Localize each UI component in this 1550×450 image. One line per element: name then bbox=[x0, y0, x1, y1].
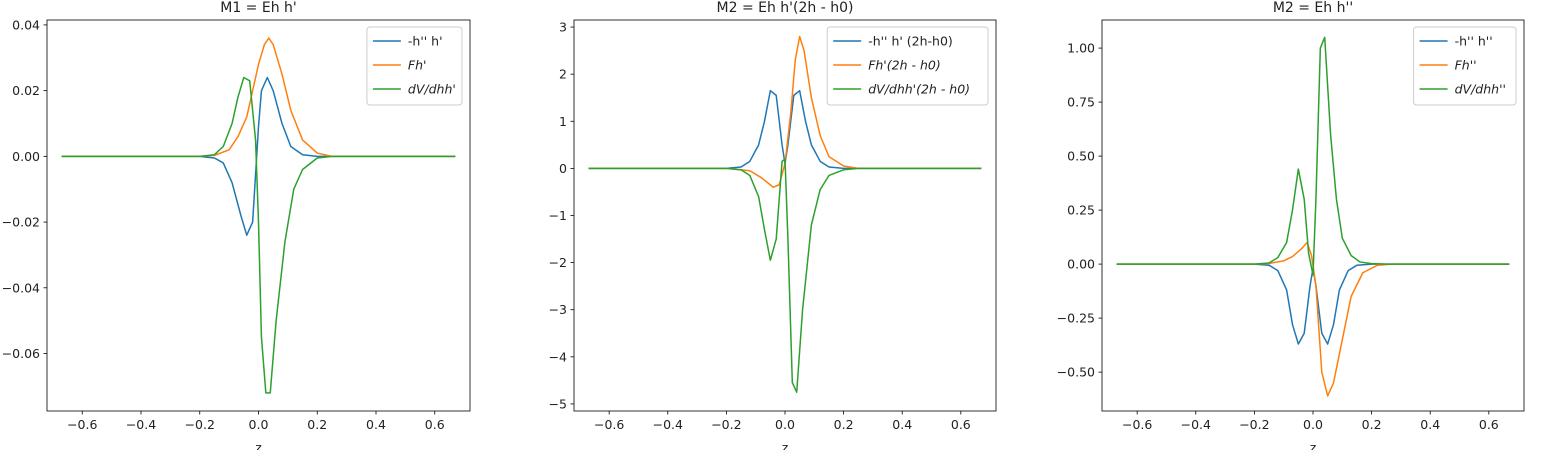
y-tick-label: 2 bbox=[559, 67, 567, 82]
y-tick-label: 1 bbox=[559, 114, 567, 129]
series-line-2 bbox=[588, 35, 982, 188]
y-tick-label: 0.25 bbox=[1067, 203, 1095, 218]
x-tick-label: −0.4 bbox=[1181, 417, 1211, 432]
legend-label: -h'' h' bbox=[408, 34, 443, 49]
x-tick-label: 0.0 bbox=[1303, 417, 1323, 432]
y-tick-label: −0.04 bbox=[2, 280, 40, 295]
x-tick-label: −0.4 bbox=[126, 417, 156, 432]
x-tick-label: 0.4 bbox=[1420, 417, 1440, 432]
legend-label: Fh'' bbox=[1455, 58, 1477, 73]
y-tick-label: 0.00 bbox=[12, 149, 40, 164]
chart-panel-m2-hpp: M2 = Eh h'' z −0.6 −0.4 −0.2 0.0 0.2 0.4 0.6 1.… bbox=[1057, 0, 1525, 450]
y-tick-label: −3 bbox=[549, 302, 567, 317]
x-axis-label: z bbox=[782, 440, 789, 450]
legend-label: dV/dhh'' bbox=[1455, 82, 1506, 97]
x-tick-label: −0.2 bbox=[185, 417, 215, 432]
y-tick-label: 0.50 bbox=[1067, 149, 1095, 164]
x-tick-label: −0.2 bbox=[711, 417, 741, 432]
x-tick-label: 0.6 bbox=[1479, 417, 1499, 432]
series-line-3 bbox=[588, 158, 982, 393]
x-tick-label: 0.6 bbox=[425, 417, 445, 432]
x-tick-label: 0.4 bbox=[366, 417, 386, 432]
series-line-3 bbox=[61, 76, 456, 394]
x-axis-label: z bbox=[1310, 440, 1317, 450]
x-tick-label: 0.2 bbox=[834, 417, 854, 432]
x-tick-label: −0.6 bbox=[67, 417, 97, 432]
x-tick-label: −0.2 bbox=[1239, 417, 1269, 432]
y-tick-label: 0.00 bbox=[1067, 257, 1095, 272]
legend: -h'' h' Fh' dV/dhh' bbox=[366, 26, 463, 106]
y-tick-label: −1 bbox=[549, 208, 567, 223]
legend-label: -h'' h'' bbox=[1455, 34, 1493, 49]
x-tick-label: 0.2 bbox=[1362, 417, 1382, 432]
series-line-3 bbox=[1116, 36, 1510, 276]
y-tick-label: 0.04 bbox=[12, 17, 40, 32]
chart-panel-m2-h0: M2 = Eh h'(2h - h0) z −0.6 −0.4 −0.2 0.0 0.2… bbox=[549, 0, 997, 450]
y-tick-label: 3 bbox=[559, 20, 567, 35]
y-tick-label: −0.02 bbox=[2, 215, 40, 230]
y-tick-label: 1.00 bbox=[1067, 41, 1095, 56]
y-tick-label: −0.50 bbox=[1057, 365, 1095, 380]
legend-label: Fh' bbox=[408, 58, 427, 73]
x-tick-label: −0.6 bbox=[1122, 417, 1152, 432]
legend: -h'' h' (2h-h0) Fh'(2h - h0) dV/dhh'(2h - … bbox=[826, 26, 989, 106]
legend-label: dV/dhh' bbox=[408, 82, 456, 97]
chart-title: M1 = Eh h' bbox=[220, 0, 297, 16]
y-tick-label: 0 bbox=[559, 161, 567, 176]
chart-title: M2 = Eh h'(2h - h0) bbox=[717, 0, 854, 16]
y-tick-label: −0.06 bbox=[2, 346, 40, 361]
x-tick-label: 0.4 bbox=[892, 417, 912, 432]
y-tick-label: 0.02 bbox=[12, 83, 40, 98]
series-line-2 bbox=[61, 37, 456, 158]
series-line-1 bbox=[1116, 263, 1510, 345]
legend-label: dV/dhh'(2h - h0) bbox=[868, 82, 970, 97]
legend-label: Fh'(2h - h0) bbox=[868, 58, 941, 73]
x-axis-label: z bbox=[255, 440, 262, 450]
y-tick-label: 0.75 bbox=[1067, 95, 1095, 110]
x-tick-label: 0.6 bbox=[951, 417, 971, 432]
x-tick-label: −0.4 bbox=[653, 417, 683, 432]
x-tick-label: 0.0 bbox=[775, 417, 795, 432]
y-tick-label: −0.25 bbox=[1057, 311, 1095, 326]
y-tick-label: −2 bbox=[549, 255, 567, 270]
legend: -h'' h'' Fh'' dV/dhh'' bbox=[1413, 26, 1517, 106]
y-tick-label: −5 bbox=[549, 396, 567, 411]
legend-label: -h'' h' (2h-h0) bbox=[868, 34, 953, 49]
chart-panel-m1: M1 = Eh h' z −0.6 −0.4 −0.2 0.0 0.2 0.4 0.6 0.0… bbox=[2, 0, 471, 450]
x-tick-label: 0.0 bbox=[249, 417, 269, 432]
x-tick-label: −0.6 bbox=[594, 417, 624, 432]
y-tick-label: −4 bbox=[549, 349, 567, 364]
x-tick-label: 0.2 bbox=[307, 417, 327, 432]
chart-title: M2 = Eh h'' bbox=[1273, 0, 1353, 16]
series-line-1 bbox=[61, 76, 456, 236]
series-line-2 bbox=[1116, 241, 1510, 397]
